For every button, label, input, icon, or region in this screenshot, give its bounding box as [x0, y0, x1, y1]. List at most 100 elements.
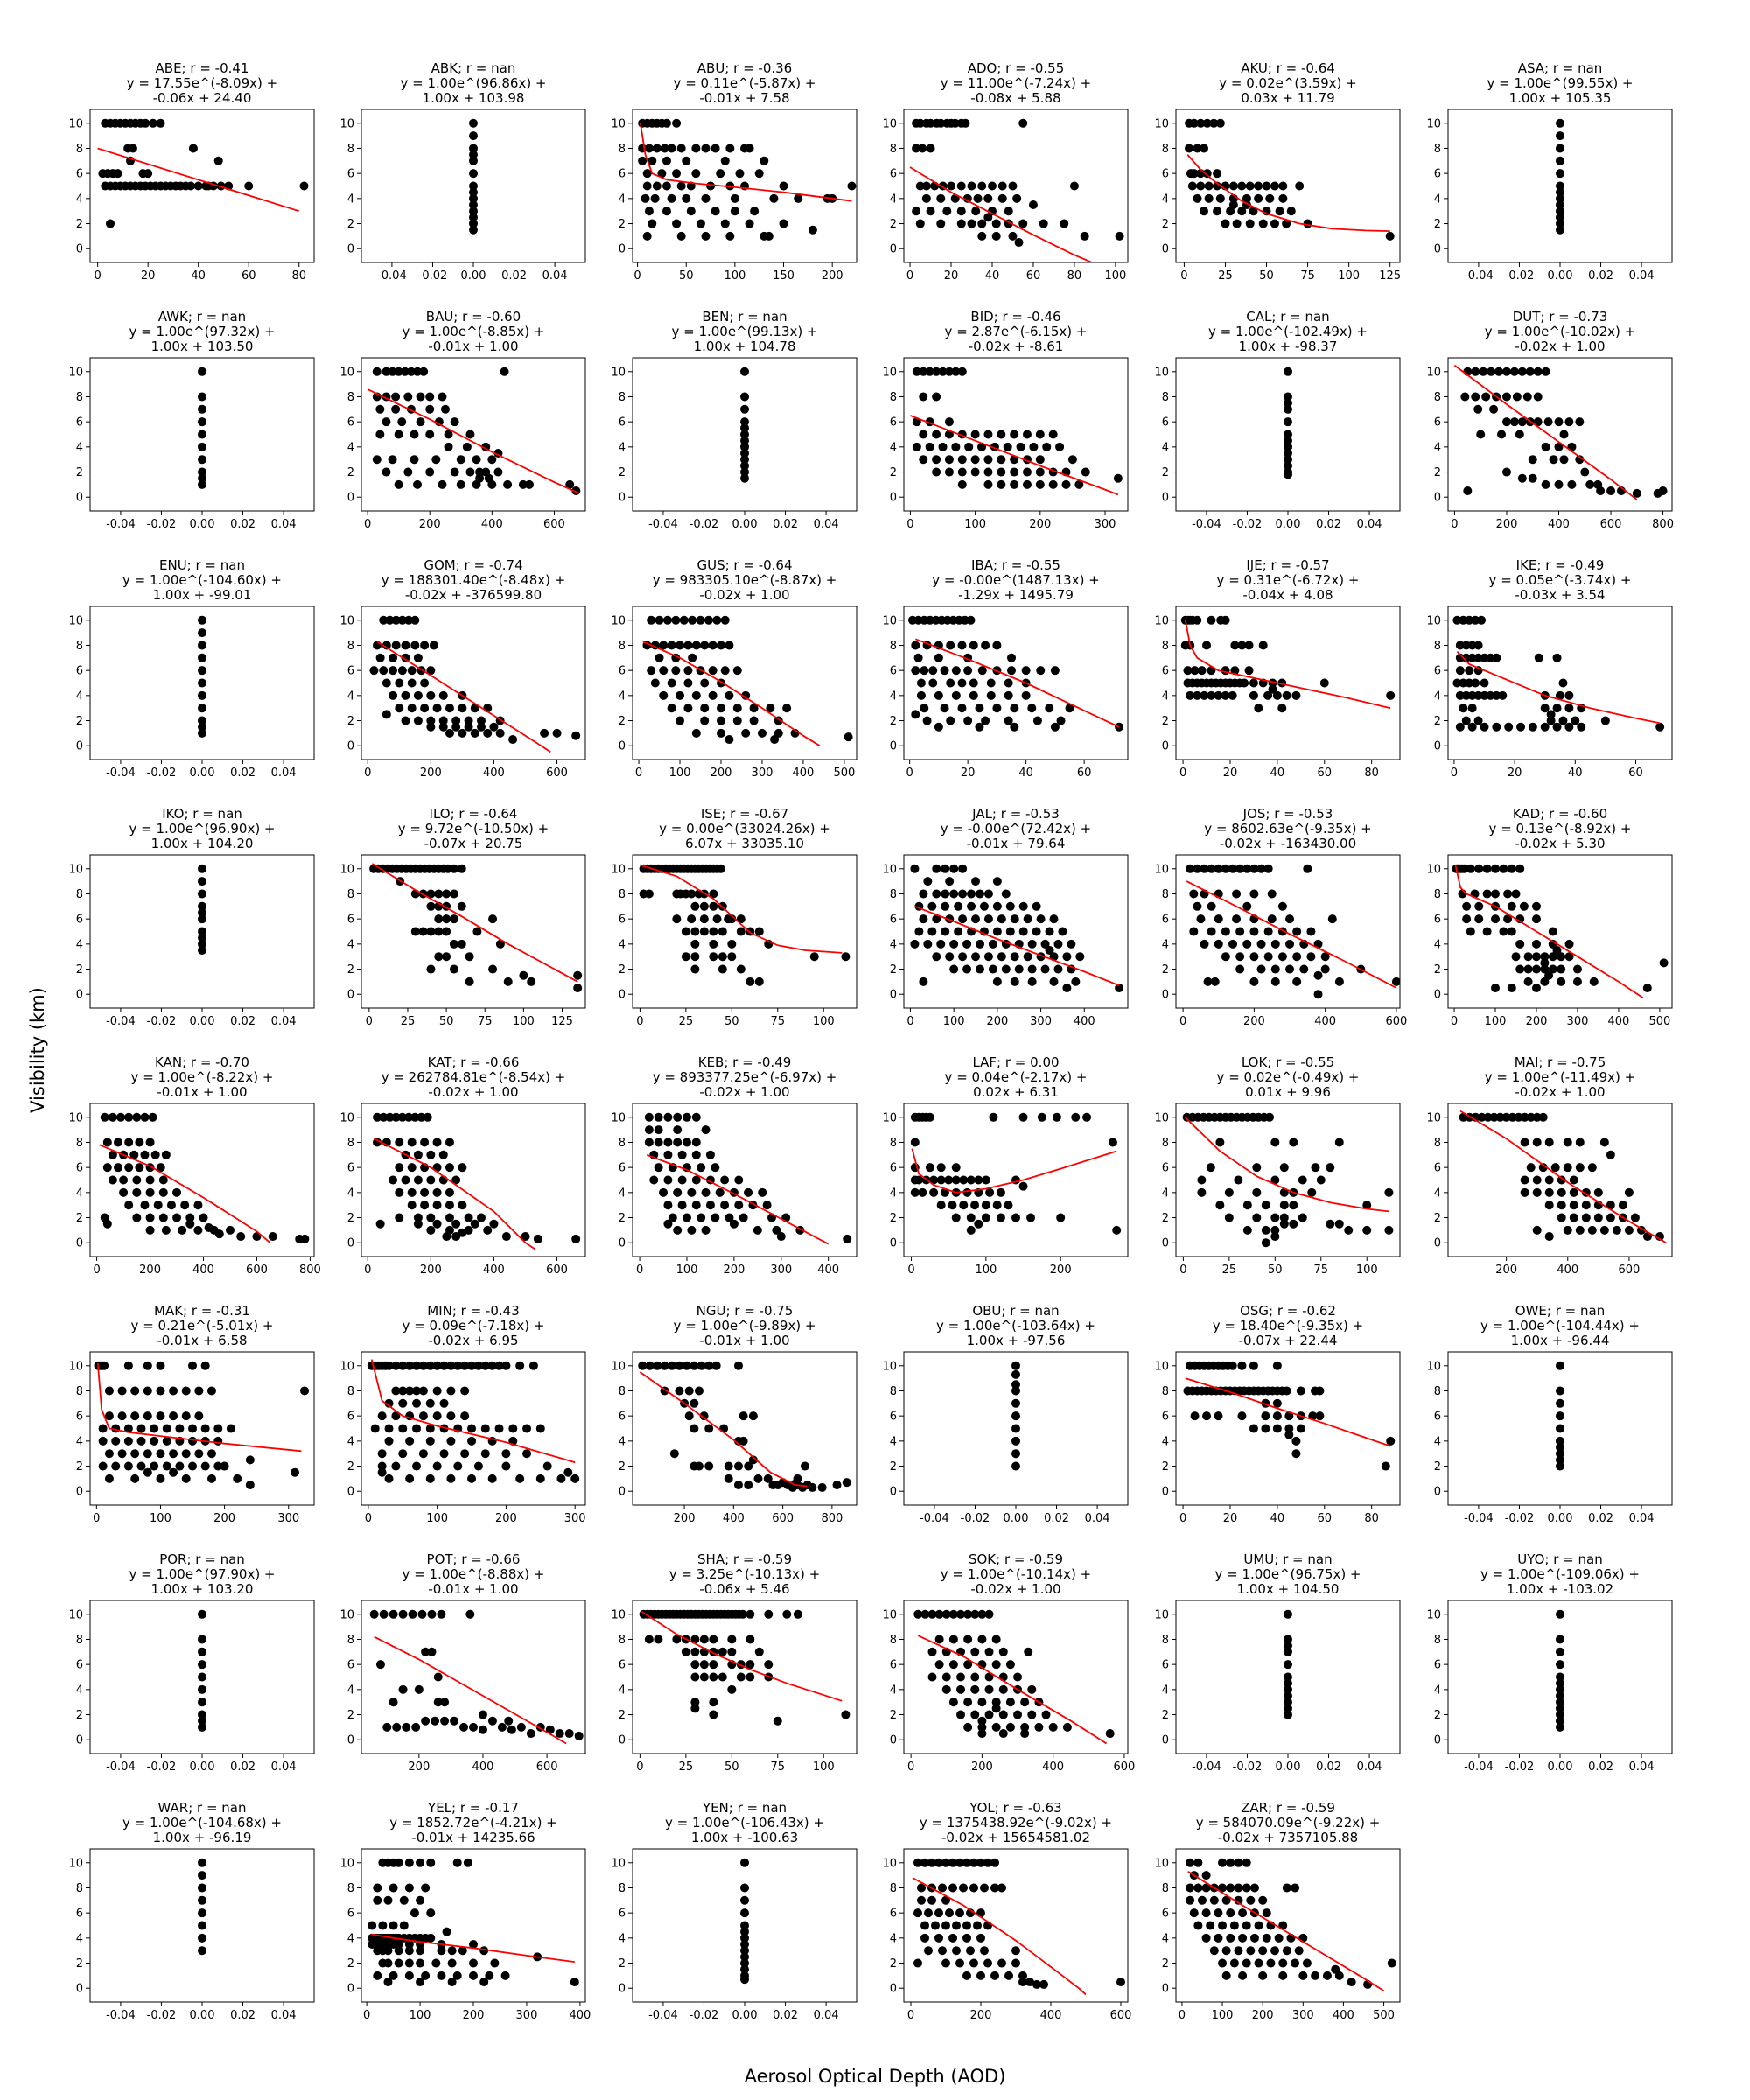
data-point — [401, 1175, 410, 1185]
subplot-title-line: y = 1.00e^(-10.14x) + — [941, 1566, 1091, 1582]
data-point — [691, 1138, 701, 1147]
y-tick-label: 10 — [611, 1111, 626, 1124]
x-tick-label: 0.02 — [773, 518, 798, 531]
data-point — [444, 1163, 454, 1172]
data-point — [536, 1474, 545, 1483]
data-point — [745, 219, 754, 228]
data-point — [439, 1398, 449, 1408]
data-point — [1606, 1200, 1615, 1210]
data-point — [928, 1895, 936, 1905]
data-point — [690, 1647, 700, 1656]
fit-curve — [99, 1144, 271, 1243]
data-point — [145, 1213, 155, 1222]
data-point — [1459, 704, 1468, 713]
data-point — [1532, 1225, 1542, 1235]
data-point — [984, 213, 993, 222]
data-point — [1320, 678, 1329, 688]
data-point — [1203, 976, 1213, 986]
data-point — [516, 1722, 526, 1732]
data-point — [1230, 666, 1240, 676]
data-point — [143, 1386, 152, 1396]
data-point — [934, 1660, 944, 1670]
data-point — [736, 914, 746, 924]
data-point — [412, 1424, 422, 1433]
axes-frame — [903, 1600, 1129, 1754]
data-point — [442, 1927, 452, 1936]
x-tick-label: 20 — [1223, 766, 1238, 780]
x-tick-label: 100 — [724, 270, 746, 283]
data-point — [438, 1150, 448, 1159]
data-point — [150, 1436, 159, 1446]
y-tick-label: 10 — [882, 1857, 897, 1870]
subplot-title-line: 1.00x + -96.19 — [153, 1830, 252, 1845]
x-tick-label: 600 — [546, 766, 568, 780]
x-tick-label: 150 — [773, 270, 794, 283]
x-tick-label: 100 — [964, 518, 986, 531]
subplot-title-line: 1.00x + -103.02 — [1507, 1581, 1614, 1597]
subplot-title-line: y = 188301.40e^(-8.48x) + — [382, 572, 566, 588]
x-tick-label: -0.04 — [1464, 1760, 1494, 1774]
data-point — [1520, 1112, 1530, 1122]
data-point — [162, 1461, 172, 1471]
data-point — [375, 1219, 385, 1228]
x-tick-label: 0.02 — [1588, 1512, 1614, 1525]
fit-curve — [912, 1877, 1087, 1996]
x-tick-label: 40 — [1568, 766, 1583, 780]
data-point — [117, 1386, 127, 1396]
data-point — [1197, 1175, 1207, 1185]
data-point — [452, 1858, 462, 1867]
data-point — [1226, 1908, 1236, 1918]
data-point — [690, 1398, 699, 1408]
data-point — [914, 927, 924, 936]
data-point — [691, 1150, 701, 1159]
data-point — [691, 1200, 701, 1210]
data-point — [1467, 704, 1477, 713]
data-point — [936, 1163, 946, 1172]
y-tick-label: 6 — [890, 1410, 897, 1424]
data-point — [1289, 1219, 1298, 1228]
data-point — [1571, 716, 1580, 725]
data-point — [1035, 467, 1045, 477]
data-point — [800, 1461, 809, 1471]
data-point — [466, 1609, 475, 1619]
subplot-title-line: y = 1.00e^(-103.64x) + — [936, 1318, 1096, 1334]
data-point — [945, 1908, 954, 1918]
data-point — [842, 1478, 851, 1488]
data-point — [143, 1411, 152, 1421]
data-point — [1270, 1946, 1280, 1956]
points-layer — [642, 615, 853, 746]
data-point — [941, 864, 950, 873]
data-point — [1284, 417, 1292, 427]
data-point — [449, 939, 458, 948]
data-point — [1194, 1921, 1203, 1930]
data-point — [198, 1908, 206, 1918]
data-point — [206, 1449, 216, 1459]
data-point — [696, 1163, 706, 1172]
data-point — [1105, 1729, 1115, 1739]
data-point — [410, 1112, 420, 1122]
y-tick-label: 0 — [1162, 740, 1169, 753]
data-point — [1201, 1871, 1211, 1880]
data-point — [394, 480, 403, 489]
data-point — [740, 1964, 749, 1974]
subplot-title-line: -0.02x + 1.00 — [1515, 1084, 1605, 1100]
x-tick-label: 600 — [536, 1760, 558, 1774]
data-point — [922, 716, 932, 725]
data-point — [464, 722, 473, 732]
data-point — [1581, 1213, 1591, 1222]
y-tick-label: 10 — [882, 117, 897, 130]
data-point — [948, 1634, 958, 1644]
subplot: AKU; r = -0.64y = 0.02e^(3.59x) +0.03x +… — [1154, 60, 1401, 283]
data-point — [704, 1461, 714, 1471]
data-point — [416, 1858, 425, 1867]
data-point — [681, 1647, 690, 1656]
data-point — [1544, 1187, 1554, 1197]
data-point — [571, 731, 581, 740]
data-point — [420, 678, 430, 688]
y-tick-label: 0 — [619, 1734, 626, 1747]
data-point — [398, 1398, 408, 1408]
data-point — [1477, 1112, 1487, 1122]
data-point — [244, 181, 254, 191]
